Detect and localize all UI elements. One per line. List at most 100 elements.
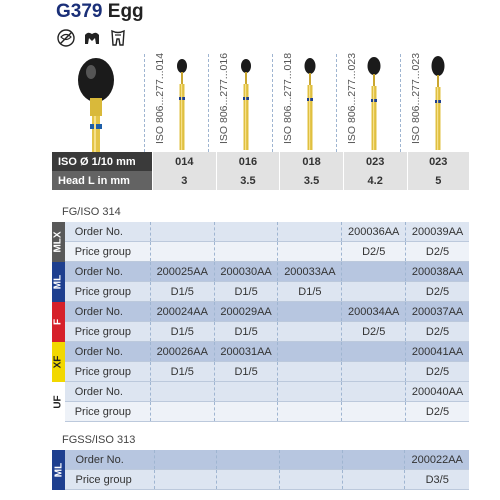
price-group-label: Price group	[64, 281, 151, 302]
table-row: MLX Order No. 200036AA 200039AA	[52, 222, 469, 262]
table-row: XF Order No. 200026AA 200031AA 200041AA	[52, 341, 469, 382]
price-group-cell	[341, 281, 406, 302]
spec-table: ISO Ø 1/10 mm 014 016 018 023 023 Head L…	[52, 152, 469, 190]
grit-label: UF	[52, 394, 64, 409]
iso-code-label: ISO 806...277...023	[344, 52, 358, 144]
grit-tab-ml: ML	[52, 450, 66, 490]
price-group-cell: D1/5	[149, 321, 215, 342]
grit-tab-ml: ML	[52, 261, 65, 302]
order-no-cell: 200026AA	[149, 341, 215, 362]
section-title: FGSS/ISO 313	[62, 434, 136, 446]
order-no-cell	[149, 381, 215, 402]
price-group-cell	[216, 469, 280, 490]
price-group-cell	[213, 241, 278, 262]
order-table-fg: MLX Order No. 200036AA 200039AA Price group D…	[52, 222, 469, 422]
order-no-cell: 200040AA	[405, 381, 469, 402]
order-no-cell	[341, 341, 406, 362]
order-no-cell	[213, 381, 278, 402]
order-no-cell: 200022AA	[404, 450, 469, 470]
table-row: Price group D2/5 D2/5	[52, 241, 469, 262]
table-row: Price group D1/5 D1/5 D2/5	[52, 361, 469, 382]
iso-value: 018	[279, 152, 344, 171]
iso-code-text: ISO 806...277...023	[410, 52, 422, 144]
head-value: 3.5	[215, 171, 280, 190]
bur-hero-image	[78, 58, 114, 152]
tooth-icon	[111, 29, 125, 46]
table-row: Price group D1/5 D1/5 D1/5 D2/5	[52, 281, 469, 302]
grit-tab-mlx: MLX	[52, 222, 65, 262]
head-label: Head L in mm	[52, 171, 153, 190]
bur-image	[428, 52, 448, 150]
order-no-cell	[341, 381, 406, 402]
iso-value: 023	[406, 152, 469, 171]
crown-icon	[85, 32, 99, 44]
price-group-cell: D2/5	[405, 401, 469, 422]
order-no-cell	[277, 341, 342, 362]
iso-code-label: ISO 806...277...016	[216, 53, 230, 144]
price-group-cell	[341, 401, 406, 422]
product-name: Egg	[107, 1, 144, 22]
order-no-cell: 200024AA	[149, 301, 215, 322]
iso-code-label: ISO 806...277...014	[152, 53, 166, 144]
price-group-cell	[149, 401, 215, 422]
iso-value: 014	[152, 152, 217, 171]
grit-label: F	[52, 318, 64, 325]
order-no-cell: 200034AA	[341, 301, 406, 322]
iso-code-text: ISO 806...277...023	[346, 52, 358, 144]
bur-image	[364, 52, 384, 150]
order-no-cell	[341, 261, 406, 282]
iso-value: 023	[342, 152, 407, 171]
order-no-cell	[153, 450, 217, 470]
head-row: Head L in mm 3 3.5 3.5 4.2 5	[52, 171, 469, 190]
order-no-cell: 200041AA	[405, 341, 469, 362]
price-group-cell: D2/5	[405, 241, 469, 262]
price-group-cell	[149, 241, 215, 262]
price-group-cell: D1/5	[213, 321, 278, 342]
table-row: Price group D2/5	[52, 401, 469, 422]
price-group-cell	[213, 401, 278, 422]
price-group-cell: D1/5	[213, 361, 278, 382]
price-group-cell: D1/5	[277, 281, 342, 302]
grit-label: MLX	[52, 231, 64, 253]
price-group-cell: D3/5	[404, 469, 469, 490]
head-value: 3.5	[279, 171, 344, 190]
price-group-cell: D1/5	[149, 281, 215, 302]
order-no-label: Order No.	[64, 341, 151, 362]
grit-label: ML	[53, 462, 65, 477]
price-group-label: Price group	[64, 361, 151, 382]
order-no-cell: 200037AA	[405, 301, 469, 322]
price-group-cell: D2/5	[405, 321, 469, 342]
grit-tab-f: F	[52, 301, 65, 342]
column-divider	[272, 54, 273, 152]
price-group-cell: D2/5	[341, 241, 406, 262]
grit-tab-uf: UF	[52, 381, 65, 422]
price-group-label: Price group	[64, 241, 151, 262]
order-no-cell: 200031AA	[213, 341, 278, 362]
order-table-fgss: ML Order No. 200022AA Price group D3/5	[52, 450, 469, 490]
column-divider	[336, 54, 337, 152]
price-group-cell: D2/5	[341, 321, 406, 342]
order-no-label: Order No.	[64, 381, 151, 402]
table-row: ML Order No. 200022AA	[52, 450, 469, 490]
price-group-cell	[341, 469, 405, 490]
price-group-cell: D1/5	[213, 281, 278, 302]
order-no-cell	[341, 450, 405, 470]
order-no-cell	[279, 450, 343, 470]
order-no-cell: 200036AA	[341, 222, 406, 242]
price-group-cell	[277, 361, 342, 382]
order-no-cell: 200038AA	[405, 261, 469, 282]
bur-image	[300, 52, 320, 150]
order-no-cell	[213, 222, 278, 242]
order-no-cell	[149, 222, 215, 242]
price-group-cell	[341, 361, 406, 382]
order-no-cell: 200025AA	[149, 261, 215, 282]
price-group-cell	[277, 321, 342, 342]
order-no-cell	[277, 301, 342, 322]
price-group-cell: D2/5	[405, 281, 469, 302]
price-group-cell: D2/5	[405, 361, 469, 382]
price-group-cell	[153, 469, 217, 490]
head-value: 3	[152, 171, 217, 190]
price-group-label: Price group	[64, 321, 151, 342]
iso-label: ISO Ø 1/10 mm	[52, 152, 153, 171]
price-group-cell	[279, 469, 343, 490]
